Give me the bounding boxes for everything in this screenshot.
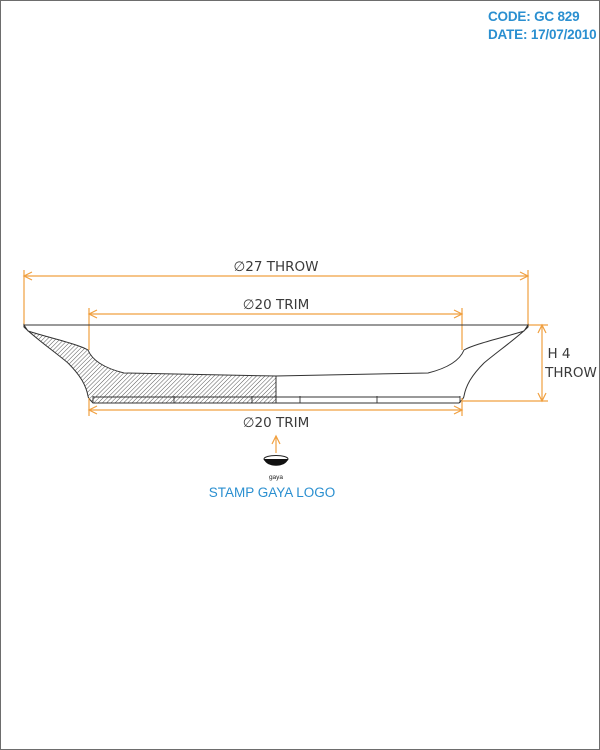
throw-arrow-left bbox=[22, 271, 33, 281]
logo-text: gaya bbox=[269, 474, 283, 481]
title-block: CODE: GC 829 DATE: 17/07/2010 bbox=[488, 8, 597, 44]
throw-diameter-label: ∅27 THROW bbox=[234, 259, 319, 275]
trim-top-label: ∅20 TRIM bbox=[243, 297, 310, 313]
stamp-label: STAMP GAYA LOGO bbox=[209, 485, 336, 500]
height-arrow-top bbox=[537, 323, 547, 334]
height-label-line2: THROW bbox=[544, 365, 597, 381]
code-line: CODE: GC 829 bbox=[488, 8, 596, 26]
foot-segments bbox=[92, 396, 461, 403]
trim-bottom-label: ∅20 TRIM bbox=[243, 415, 310, 431]
plate-cross-section-plain bbox=[275, 323, 529, 404]
code-label: CODE: bbox=[488, 9, 531, 24]
trim-bottom-arrow-left bbox=[87, 405, 98, 415]
throw-diameter-dimension bbox=[22, 270, 530, 327]
height-arrow-bottom bbox=[537, 392, 547, 403]
gaya-logo: gaya bbox=[263, 455, 289, 481]
logo-bowl bbox=[264, 459, 288, 466]
throw-arrow-right bbox=[519, 271, 530, 281]
stamp-pointer bbox=[271, 434, 281, 453]
height-label-line1: H 4 bbox=[547, 346, 570, 362]
plate-cross-section-hatched bbox=[23, 323, 277, 404]
height-dimension bbox=[462, 323, 548, 403]
code-value: GC 829 bbox=[534, 9, 580, 24]
trim-bottom-arrow-right bbox=[453, 405, 464, 415]
trim-bottom-dimension bbox=[87, 398, 464, 416]
date-line: DATE: 17/07/2010 bbox=[488, 26, 597, 44]
stamp-arrow-head bbox=[271, 434, 281, 445]
date-value: 17/07/2010 bbox=[530, 27, 597, 42]
trim-top-arrow-left bbox=[87, 309, 98, 319]
trim-top-dimension bbox=[87, 308, 464, 350]
trim-top-arrow-right bbox=[453, 309, 464, 319]
plate-profile bbox=[23, 323, 529, 404]
date-label: DATE: bbox=[488, 27, 528, 42]
